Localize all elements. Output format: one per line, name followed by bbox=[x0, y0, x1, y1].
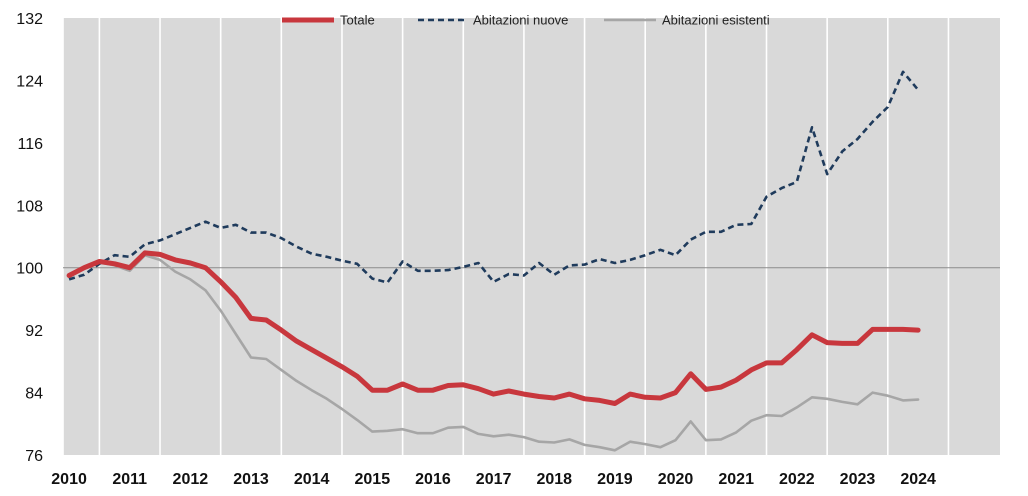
x-tick-label: 2016 bbox=[415, 471, 451, 488]
y-axis-ticks: 76 84 92 100 108 116 124 132 bbox=[16, 11, 43, 465]
series-line-abitazioni-esistenti bbox=[67, 253, 920, 452]
plot-background bbox=[63, 18, 1000, 455]
series-layer bbox=[66, 70, 921, 452]
gridlines bbox=[62, 18, 950, 455]
x-tick-label: 2013 bbox=[233, 471, 269, 488]
y-tick-label: 84 bbox=[25, 386, 43, 403]
legend-label: Abitazioni nuove bbox=[473, 13, 568, 28]
x-tick-label: 2024 bbox=[900, 471, 936, 488]
x-tick-label: 2015 bbox=[355, 471, 391, 488]
x-tick-label: 2014 bbox=[294, 471, 330, 488]
x-tick-label: 2022 bbox=[779, 471, 815, 488]
x-tick-label: 2010 bbox=[51, 471, 87, 488]
y-tick-label: 132 bbox=[16, 11, 43, 28]
legend: Totale Abitazioni nuove Abitazioni esisten… bbox=[282, 13, 770, 28]
x-tick-label: 2018 bbox=[536, 471, 572, 488]
x-tick-label: 2019 bbox=[597, 471, 633, 488]
series-line-totale bbox=[66, 250, 921, 406]
y-tick-label: 100 bbox=[16, 261, 43, 278]
x-tick-label: 2011 bbox=[112, 471, 147, 488]
y-tick-label: 108 bbox=[16, 198, 43, 215]
y-tick-label: 76 bbox=[25, 448, 43, 465]
legend-label: Abitazioni esistenti bbox=[662, 13, 770, 28]
x-tick-label: 2020 bbox=[658, 471, 694, 488]
y-tick-label: 116 bbox=[17, 136, 43, 153]
x-tick-label: 2017 bbox=[476, 471, 512, 488]
x-axis-ticks: 2010 2011 2012 2013 2014 2015 2016 2017 2018 2019… bbox=[51, 471, 936, 488]
x-tick-label: 2012 bbox=[173, 471, 209, 488]
y-tick-label: 124 bbox=[16, 73, 43, 90]
x-tick-label: 2021 bbox=[718, 471, 754, 488]
y-tick-label: 92 bbox=[25, 323, 43, 340]
x-tick-label: 2023 bbox=[840, 471, 876, 488]
legend-label: Totale bbox=[340, 13, 375, 28]
